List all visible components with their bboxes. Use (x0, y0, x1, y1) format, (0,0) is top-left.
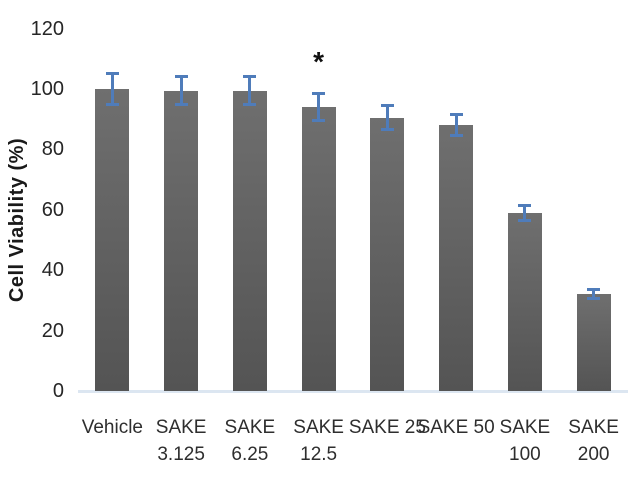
x-tick-label: SAKE 200 (549, 414, 639, 468)
error-bar-cap-top (449, 113, 463, 117)
y-tick-label: 40 (41, 259, 64, 282)
error-bar-cap-bottom (587, 297, 601, 301)
y-tick-label: 60 (41, 198, 64, 221)
error-bar-cap-top (587, 288, 601, 292)
error-bar-cap-top (518, 203, 532, 207)
error-bar-cap-bottom (105, 102, 119, 106)
y-tick-label: 100 (30, 78, 64, 100)
bar (576, 294, 611, 391)
error-bar-cap-top (105, 72, 119, 76)
bar (370, 117, 405, 391)
error-bar-cap-bottom (312, 119, 326, 123)
x-tick-label: SAKE 100 (480, 414, 570, 468)
error-bar-cap-bottom (174, 102, 188, 106)
x-tick-label-line: 200 (577, 444, 610, 465)
error-bar-cap-top (312, 92, 326, 96)
x-tick-label-line: SAKE (499, 417, 551, 438)
bar (507, 212, 542, 391)
x-tick-label: SAKE 6.25 (205, 414, 295, 468)
x-tick-label: SAKE 50 (411, 414, 501, 441)
x-tick-label-line: 3.125 (157, 444, 205, 465)
x-tick-label-line: SAKE (293, 417, 344, 438)
significance-asterisk: * (313, 46, 325, 77)
x-tick-label-line: 6.25 (231, 444, 269, 465)
error-bar-cap-bottom (449, 134, 463, 138)
x-tick-label: SAKE 25 (342, 414, 432, 441)
x-tick-label-line: 12.5 (300, 444, 338, 465)
error-bar-line (385, 104, 389, 132)
bar (301, 107, 336, 391)
bar (95, 89, 130, 391)
error-bar-line (454, 113, 458, 138)
error-bar-line (248, 75, 252, 106)
y-tick-label: 0 (52, 380, 64, 402)
error-bar-line (110, 72, 114, 106)
error-bar-line (179, 75, 183, 106)
error-bar-cap-bottom (518, 218, 532, 222)
x-tick-label-line: 100 (509, 444, 541, 465)
bar (232, 90, 267, 391)
error-bar-cap-top (174, 75, 188, 79)
error-bar-cap-bottom (380, 128, 394, 132)
y-tick-label: 80 (41, 138, 64, 161)
error-bar-cap-bottom (243, 102, 257, 106)
x-tick-label-line: SAKE 25 (348, 417, 426, 438)
x-axis-line (78, 390, 628, 393)
x-tick-label-line: Vehicle (81, 417, 144, 438)
bar (164, 90, 199, 391)
y-tick-label: 120 (30, 17, 64, 40)
x-tick-label-line: SAKE (224, 417, 276, 438)
x-tick-label-line: SAKE (155, 417, 207, 438)
x-tick-label-line: SAKE (568, 417, 619, 438)
x-tick-label: Vehicle (67, 414, 157, 441)
error-bar-line (317, 92, 321, 123)
x-tick-label-line: SAKE 50 (417, 417, 495, 438)
error-bar-cap-top (243, 75, 257, 79)
x-tick-label: SAKE 12.5 (274, 414, 364, 468)
bar (439, 125, 474, 391)
error-bar-line (592, 288, 596, 301)
error-bar-cap-top (380, 104, 394, 108)
y-tick-label: 20 (41, 319, 64, 342)
x-tick-label: SAKE 3.125 (136, 414, 226, 468)
error-bar-line (523, 203, 527, 222)
